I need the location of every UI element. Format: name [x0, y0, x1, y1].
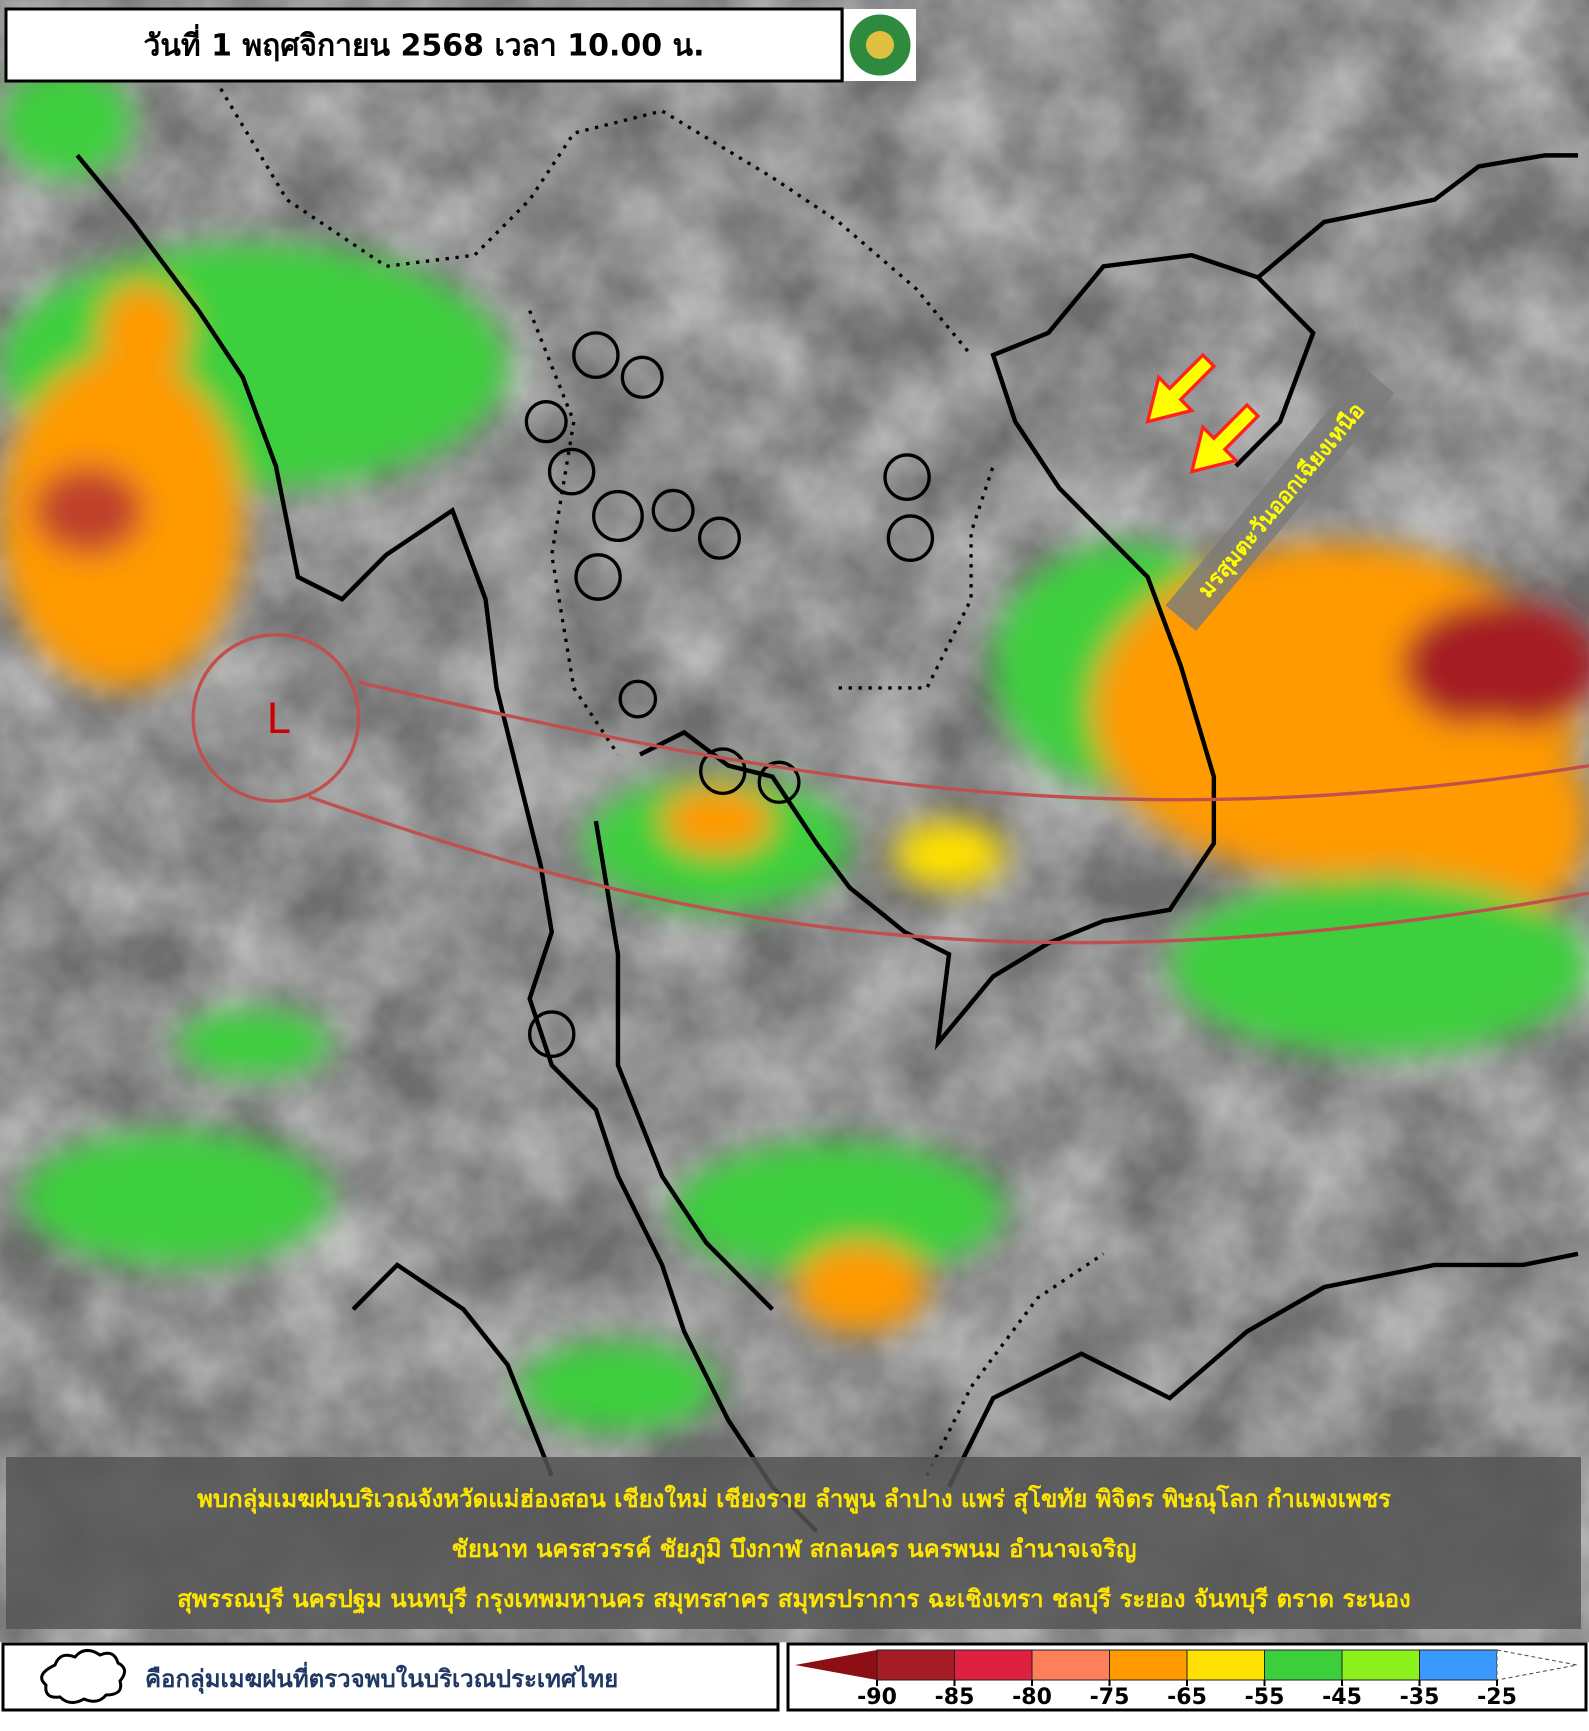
- colorbar-tick-label: -65: [1167, 1685, 1207, 1710]
- summary-line: พบกลุ่มเมฆฝนบริเวณจังหวัดแม่ฮ่องสอน เชีย…: [197, 1484, 1391, 1515]
- colorbar-tick-label: -85: [935, 1685, 975, 1710]
- colorbar-segment: [1419, 1649, 1498, 1681]
- title: วันที่ 1 พฤศจิกายน 2568 เวลา 10.00 น.: [144, 24, 705, 64]
- low-pressure-label: L: [266, 694, 290, 743]
- colorbar-tick-label: -55: [1245, 1685, 1285, 1710]
- colorbar-tick-label: -90: [857, 1685, 897, 1710]
- colorbar-segment: [1109, 1649, 1188, 1681]
- logo-center: [866, 31, 894, 59]
- colorbar-tick-label: -75: [1090, 1685, 1130, 1710]
- rain-cloud-outlines: [524, 331, 935, 1059]
- borders: [219, 87, 1105, 1477]
- logo: [844, 9, 916, 81]
- colorbar: -90 -85 -80 -75 -65 -55 -45 -35 -25: [795, 1649, 1578, 1710]
- colorbar-segment: [1264, 1649, 1343, 1681]
- monsoon-label-bg: [1165, 367, 1395, 632]
- cloud-symbol: [40, 1649, 126, 1704]
- colorbar-high-end: [1496, 1649, 1578, 1681]
- colorbar-segment: [1186, 1649, 1265, 1681]
- summary-line: ชัยนาท นครสวรรค์ ชัยภูมิ บึงกาฬ สกลนคร น…: [452, 1535, 1137, 1564]
- title-box: [4, 7, 844, 83]
- trough-band: [191, 633, 1589, 945]
- cloud-tops: [0, 66, 1589, 1432]
- colorbar-tick-label: -25: [1477, 1685, 1517, 1710]
- colorbar-segment: [876, 1649, 955, 1681]
- coastlines: [75, 153, 1579, 1533]
- summary-line: สุพรรณบุรี นครปฐม นนทบุรี กรุงเทพมหานคร …: [177, 1585, 1411, 1615]
- summary-banner: [6, 1457, 1581, 1629]
- colorbar-tick-label: -35: [1400, 1685, 1440, 1710]
- legend-box: [1, 1642, 780, 1712]
- monsoon-arrows: [1145, 352, 1261, 474]
- colorbar-segment: [1031, 1649, 1110, 1681]
- colorbar-segment: [1341, 1649, 1420, 1681]
- map: L มรสุมตะวันออกเฉียงเหนือ: [0, 0, 1589, 1643]
- summary: พบกลุ่มเมฆฝนบริเวณจังหวัดแม่ฮ่องสอน เชีย…: [177, 1484, 1411, 1615]
- colorbar-segment: [954, 1649, 1033, 1681]
- colorbar-tick-label: -80: [1012, 1685, 1052, 1710]
- colorbar-low-end: [795, 1650, 877, 1680]
- colorbar-tick-label: -45: [1322, 1685, 1362, 1710]
- cloud-symbol-text: คือกลุ่มเมฆฝนที่ตรวจพบในบริเวณประเทศไทย: [145, 1661, 618, 1695]
